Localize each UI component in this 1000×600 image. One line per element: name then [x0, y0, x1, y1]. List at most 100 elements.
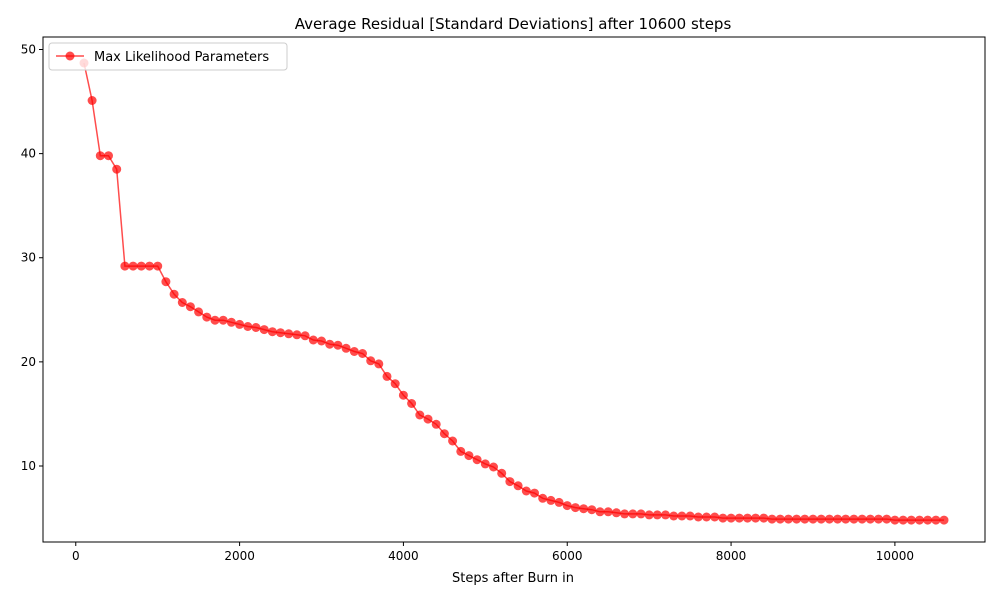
data-point: [513, 481, 523, 491]
data-point: [235, 319, 245, 329]
data-point: [579, 504, 589, 514]
data-point: [112, 164, 122, 174]
y-tick-label: 30: [21, 251, 36, 265]
chart-title: Average Residual [Standard Deviations] a…: [295, 15, 732, 33]
data-point: [808, 514, 818, 524]
data-point: [530, 488, 539, 498]
legend-label: Max Likelihood Parameters: [94, 50, 269, 65]
data-point: [161, 277, 171, 287]
x-tick-label: 4000: [388, 549, 419, 563]
data-point: [759, 513, 769, 523]
data-point: [226, 317, 236, 327]
data-point: [407, 399, 417, 408]
data-point: [202, 312, 212, 322]
y-tick-label: 10: [21, 459, 36, 473]
data-point: [349, 347, 359, 356]
data-point: [284, 329, 294, 339]
data-point: [652, 510, 662, 520]
data-point: [816, 514, 826, 524]
data-point: [489, 462, 498, 472]
data-point: [267, 327, 277, 337]
data-point: [669, 511, 679, 521]
data-point: [783, 514, 793, 524]
data-point: [398, 390, 408, 400]
data-point: [702, 512, 711, 522]
data-point: [939, 515, 949, 525]
data-point: [456, 446, 466, 456]
data-point: [824, 514, 834, 524]
data-point: [693, 512, 703, 522]
data-point: [145, 261, 154, 271]
data-point: [95, 151, 105, 161]
series-line: [83, 62, 944, 521]
plot-area-frame: [42, 36, 986, 543]
data-point: [620, 509, 630, 519]
data-point: [734, 513, 744, 523]
data-point: [890, 515, 900, 525]
y-tick-label: 20: [21, 355, 36, 369]
legend: Max Likelihood Parameters: [48, 42, 288, 71]
data-point: [128, 261, 138, 271]
data-point: [767, 514, 777, 524]
data-point: [259, 325, 269, 335]
data-point: [317, 336, 326, 346]
data-point: [480, 459, 490, 469]
data-point: [136, 261, 146, 271]
data-point: [726, 513, 736, 523]
data-point: [120, 261, 130, 271]
series-points: [79, 58, 949, 525]
data-point: [87, 96, 97, 105]
data-point: [710, 512, 720, 522]
data-point: [300, 331, 310, 341]
data-point: [251, 323, 261, 332]
data-point: [185, 302, 195, 312]
data-point: [677, 511, 687, 521]
y-tick-label: 40: [21, 147, 36, 161]
data-point: [628, 509, 638, 519]
data-point: [800, 514, 810, 524]
data-point: [276, 328, 285, 338]
data-point: [382, 371, 392, 381]
data-point: [751, 513, 761, 523]
x-tick-label: 10000: [876, 549, 914, 563]
data-point: [595, 507, 605, 517]
data-point: [448, 436, 458, 446]
data-point: [439, 429, 449, 439]
data-point: [177, 298, 187, 307]
data-point: [611, 508, 621, 518]
data-point: [341, 343, 351, 353]
data-point: [333, 340, 343, 350]
legend-box: [48, 42, 288, 71]
data-point: [685, 511, 695, 521]
data-point: [194, 307, 204, 317]
data-point: [792, 514, 802, 524]
data-point: [636, 509, 646, 519]
data-point: [931, 515, 941, 525]
data-point: [292, 330, 302, 340]
data-point: [546, 495, 556, 505]
data-point: [554, 497, 564, 507]
x-tick-label: 8000: [716, 549, 747, 563]
data-point: [833, 514, 843, 524]
data-point: [169, 289, 179, 299]
data-point: [423, 414, 433, 424]
data-point: [104, 151, 113, 161]
data-point: [603, 507, 613, 517]
data-point: [464, 451, 474, 461]
data-point: [587, 505, 597, 515]
data-point: [898, 515, 908, 525]
data-point: [906, 515, 916, 525]
data-point: [661, 510, 670, 520]
data-point: [210, 315, 220, 325]
x-tick-label: 2000: [224, 549, 255, 563]
data-point: [775, 514, 785, 524]
data-point: [308, 335, 318, 345]
x-axis: 0 2000 4000 6000 8000 10000: [72, 542, 914, 563]
data-point: [841, 514, 851, 524]
data-point: [431, 419, 441, 429]
y-axis: 10 20 30 40 50: [21, 42, 43, 473]
data-point: [243, 322, 253, 331]
data-point: [218, 315, 228, 325]
